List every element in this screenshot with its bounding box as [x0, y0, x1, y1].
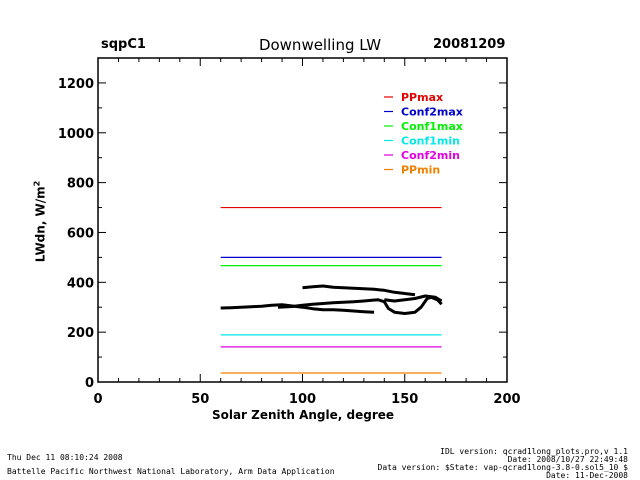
legend-label: Conf1max — [401, 120, 463, 133]
date-label: 20081209 — [433, 37, 506, 52]
y-tick-label: 200 — [67, 326, 94, 341]
y-tick-label: 400 — [67, 276, 94, 291]
y-axis-label-superscript: 2 — [32, 180, 42, 187]
generated-timestamp: Thu Dec 11 08:10:24 2008 — [7, 453, 123, 462]
y-axis-label: LWdn, W/m2 — [33, 142, 48, 302]
x-axis-label: Solar Zenith Angle, degree — [211, 408, 395, 422]
chart-title: Downwelling LW — [258, 36, 382, 54]
y-tick-label: 800 — [67, 177, 94, 192]
legend-label: Conf2min — [401, 149, 460, 162]
y-tick-label: 1000 — [58, 127, 94, 142]
x-tick-label: 100 — [289, 392, 316, 407]
idl-date: Date: 2008/10/27 22:49:48 — [507, 455, 628, 464]
institution-text: Battelle Pacific Northwest National Labo… — [7, 467, 335, 476]
legend-label: Conf2max — [401, 106, 463, 119]
legend-label: PPmax — [401, 91, 443, 104]
x-tick-label: 200 — [493, 392, 520, 407]
y-tick-label: 0 — [85, 376, 94, 391]
site-label: sqpC1 — [101, 37, 146, 52]
idl-version: IDL version: qcrad1long_plots.pro,v 1.1 — [440, 447, 628, 456]
data-date: Date: 11-Dec-2008 — [546, 471, 628, 480]
data-series — [302, 284, 416, 297]
data-version: Data version: $State: vap-qcrad1long-3.8… — [377, 463, 628, 472]
x-tick-label: 150 — [391, 392, 418, 407]
data-series — [277, 295, 443, 315]
data-series — [384, 294, 443, 303]
y-tick-label: 600 — [67, 226, 94, 241]
legend-label: PPmin — [401, 164, 440, 177]
x-tick-label: 0 — [93, 392, 102, 407]
y-tick-label: 1200 — [58, 77, 94, 92]
legend-label: Conf1min — [401, 135, 460, 148]
x-tick-label: 50 — [191, 392, 209, 407]
y-axis-label-text: LWdn, W/m — [33, 186, 48, 263]
